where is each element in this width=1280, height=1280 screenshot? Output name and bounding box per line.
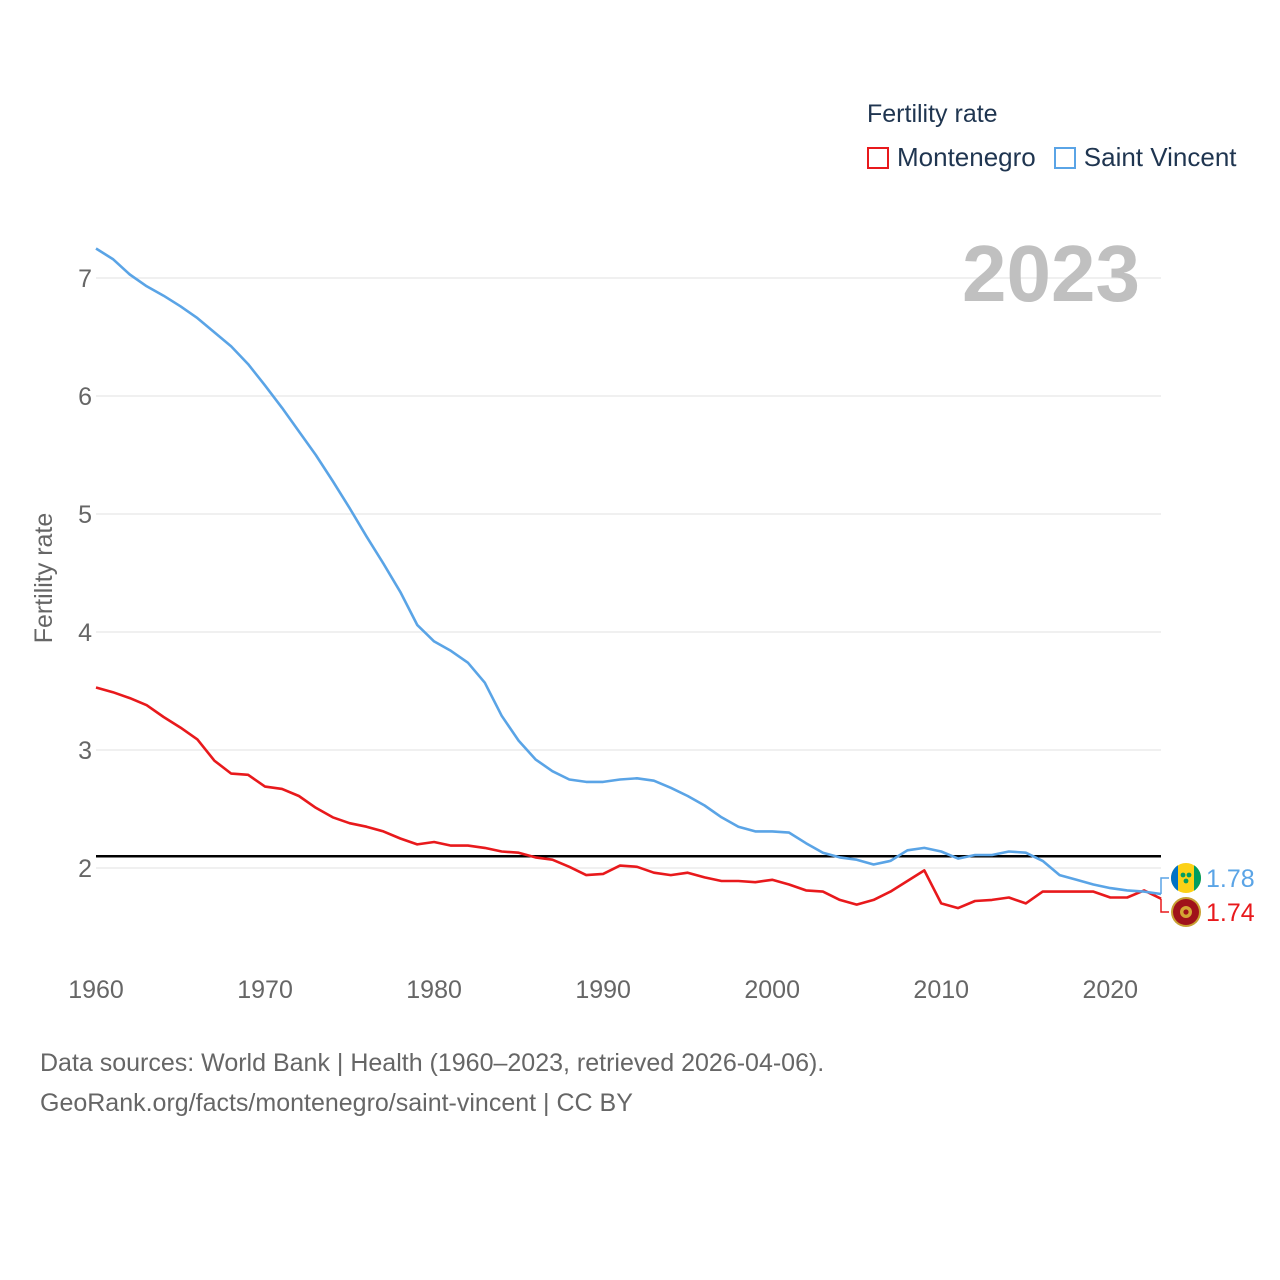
y-tick-label-7: 7	[78, 265, 92, 293]
x-tick-label-2010: 2010	[913, 976, 969, 1004]
flag-bg	[1171, 863, 1201, 893]
legend: Montenegro Saint Vincent	[867, 142, 1255, 173]
y-tick-label-2: 2	[78, 855, 92, 883]
x-tick-label-1960: 1960	[68, 976, 124, 1004]
end-labels: 1.74 1.78	[1160, 863, 1255, 927]
series-line-saint-vincent	[95, 247, 1162, 896]
x-tick-label-1980: 1980	[406, 976, 462, 1004]
source-line-1: Data sources: World Bank | Health (1960–…	[40, 1049, 825, 1077]
connector-montenegro	[1160, 898, 1169, 913]
end-label-montenegro: 1.74	[1206, 899, 1255, 927]
flag-blue	[1170, 865, 1178, 891]
y-tick-label-5: 5	[78, 501, 92, 529]
flag-diamond-3	[1183, 878, 1189, 884]
legend-item-montenegro[interactable]: Montenegro	[867, 142, 1036, 173]
legend-label-montenegro: Montenegro	[897, 142, 1036, 172]
x-tick-label-2020: 2020	[1082, 976, 1138, 1004]
legend-item-saint-vincent[interactable]: Saint Vincent	[1053, 142, 1237, 173]
y-tick-label-6: 6	[78, 383, 92, 411]
end-label-saint-vincent: 1.78	[1206, 865, 1255, 893]
legend-label-saint-vincent: Saint Vincent	[1083, 142, 1237, 172]
flag-diamond-1	[1180, 872, 1186, 878]
x-tick-label-1970: 1970	[237, 976, 293, 1004]
flag-icon-montenegro	[1171, 897, 1201, 927]
source-note: Data sources: World Bank | Health (1960–…	[40, 1043, 824, 1123]
source-line-2[interactable]: GeoRank.org/facts/montenegro/saint-vince…	[40, 1089, 633, 1117]
legend-swatch-montenegro	[867, 146, 889, 169]
flag-emblem-center	[1183, 909, 1189, 915]
y-tick-label-3: 3	[78, 737, 92, 765]
flag-diamond-2	[1186, 872, 1192, 878]
flag-icon-saint-vincent	[1170, 863, 1202, 893]
series-lines	[95, 247, 1162, 910]
flag-green	[1194, 865, 1202, 891]
legend-title: Fertility rate	[867, 100, 998, 128]
series-line-montenegro	[95, 686, 1162, 910]
connector-saint-vincent	[1160, 877, 1169, 894]
y-axis-ticks: 2 3 4 5 6 7	[78, 265, 92, 883]
year-label: 2023	[962, 229, 1140, 318]
y-axis-label: Fertility rate	[30, 513, 58, 644]
x-axis-ticks: 1960 1970 1980 1990 2000 2010 2020	[68, 976, 1138, 1004]
x-tick-label-1990: 1990	[575, 976, 631, 1004]
y-tick-label-4: 4	[78, 619, 92, 647]
legend-swatch-saint-vincent	[1053, 146, 1076, 169]
x-tick-label-2000: 2000	[744, 976, 800, 1004]
